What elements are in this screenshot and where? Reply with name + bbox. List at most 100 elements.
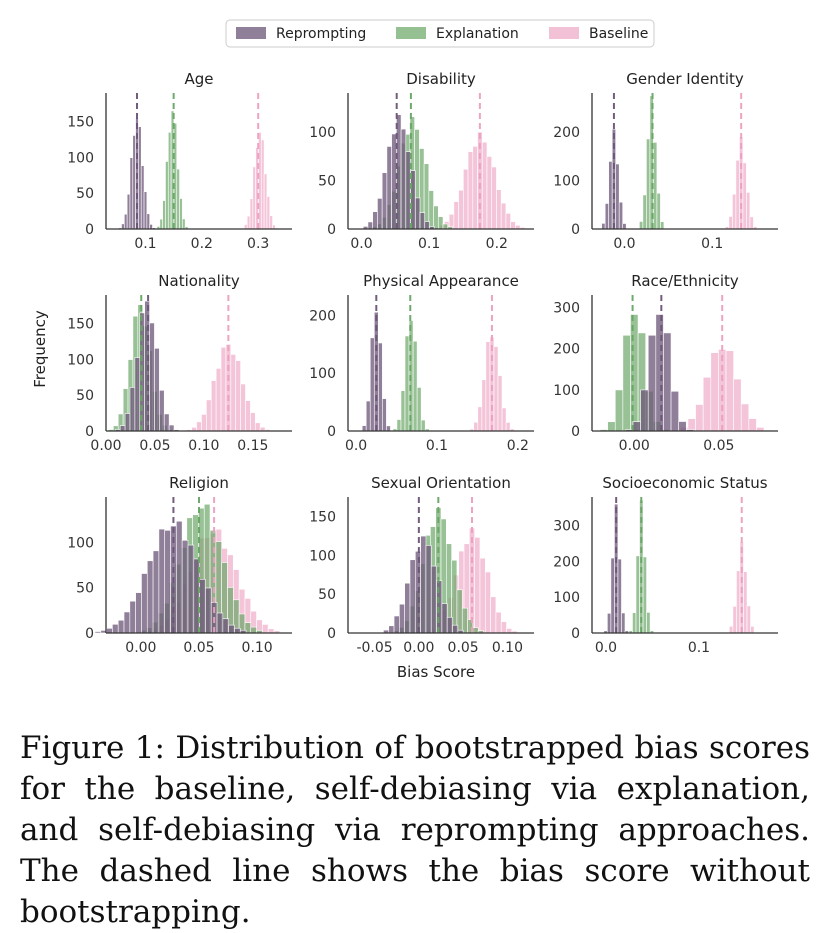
bar-reprompting xyxy=(663,332,672,432)
y-tick-label: 100 xyxy=(553,173,580,189)
bar-reprompting xyxy=(140,165,145,230)
bar-baseline xyxy=(260,139,265,230)
x-tick-label: 0.0 xyxy=(595,640,617,656)
figure: Reprompting Explanation Baseline Age 0 50 1… xyxy=(31,19,778,681)
bar-reprompting xyxy=(146,213,150,230)
bar-baseline xyxy=(252,166,256,230)
bar-reprompting xyxy=(409,559,416,634)
bar-reprompting xyxy=(419,212,426,230)
y-tick-label: 0 xyxy=(571,626,580,642)
x-tick-label: 0.2 xyxy=(191,236,213,252)
bar-reprompting xyxy=(410,170,416,230)
bar-baseline xyxy=(458,189,464,230)
bar-reprompting xyxy=(655,314,664,432)
x-tick-label: 0.1 xyxy=(701,236,723,252)
bar-explanation xyxy=(607,421,616,432)
bar-reprompting xyxy=(382,398,387,432)
x-tick-label: 0.10 xyxy=(242,640,273,656)
bar-baseline xyxy=(210,380,217,432)
bar-explanation xyxy=(437,216,444,230)
bar-reprompting xyxy=(168,424,175,432)
x-tick-label: 0.3 xyxy=(247,236,269,252)
bar-baseline xyxy=(506,628,513,634)
x-tick-label: 0.0 xyxy=(613,236,635,252)
bar-reprompting xyxy=(158,528,165,634)
bar-baseline xyxy=(235,360,241,432)
x-tick-label: 0.05 xyxy=(703,438,734,454)
y-axis-label: Frequency xyxy=(31,310,49,388)
bar-explanation xyxy=(632,612,637,634)
panel-sexual-orientation: Sexual Orientation 0 50 100 150 -0.05 0.00 0.05… xyxy=(309,474,534,656)
panels: Age 0 50 100 150 0.1 0.2 0.3 Disability 0 50 100 0.0… xyxy=(67,70,778,656)
bar-reprompting xyxy=(94,631,102,634)
bar-baseline xyxy=(729,625,734,634)
bar-explanation xyxy=(646,612,651,634)
bar-baseline xyxy=(740,403,750,432)
bar-baseline xyxy=(196,421,202,432)
y-tick-label: 200 xyxy=(553,554,580,570)
bar-reprompting xyxy=(607,612,612,634)
bar-reprompting xyxy=(420,535,427,634)
bar-baseline xyxy=(220,346,227,432)
panel-race-ethnicity: Race/Ethnicity 0 100 200 300 0.00 0.05 xyxy=(553,272,778,454)
bar-explanation xyxy=(165,161,169,230)
bar-explanation xyxy=(646,138,651,230)
bar-reprompting xyxy=(670,390,679,432)
bar-reprompting xyxy=(159,390,165,432)
legend-swatch-baseline xyxy=(549,27,579,39)
bar-explanation xyxy=(461,607,468,634)
bar-reprompting xyxy=(601,223,606,230)
bar-baseline xyxy=(474,537,481,634)
bar-reprompting xyxy=(399,603,405,634)
bar-reprompting xyxy=(176,520,183,634)
bar-reprompting xyxy=(163,413,170,432)
y-tick-label: 300 xyxy=(553,300,580,316)
bar-baseline xyxy=(500,621,507,634)
bar-baseline xyxy=(215,368,222,432)
y-tick-label: 0 xyxy=(327,222,336,238)
y-tick-label: 100 xyxy=(67,535,94,551)
panel-title: Race/Ethnicity xyxy=(631,272,739,290)
bar-explanation xyxy=(433,205,439,230)
bar-baseline xyxy=(501,407,507,432)
bar-reprompting xyxy=(119,425,126,432)
bar-baseline xyxy=(481,379,487,432)
x-tick-label: 0.05 xyxy=(448,640,479,656)
bar-baseline xyxy=(725,350,734,432)
bar-explanation xyxy=(176,168,180,230)
x-tick-label: 0.15 xyxy=(237,438,268,454)
bar-explanation xyxy=(182,218,186,230)
bar-reprompting xyxy=(222,618,229,634)
y-tick-label: 100 xyxy=(309,366,336,382)
y-tick-label: 200 xyxy=(553,125,580,141)
bar-baseline xyxy=(732,193,737,230)
bar-reprompting xyxy=(424,221,430,230)
bar-baseline xyxy=(245,400,251,432)
y-tick-label: 100 xyxy=(309,125,336,141)
bar-reprompting xyxy=(123,611,131,634)
bar-explanation xyxy=(656,192,661,230)
panel-title: Socioeconomic Status xyxy=(602,474,767,492)
bar-baseline xyxy=(463,168,469,230)
y-tick-label: 100 xyxy=(309,548,336,564)
bar-baseline xyxy=(240,383,246,432)
bar-reprompting xyxy=(126,193,131,230)
bar-explanation xyxy=(162,200,166,230)
x-tick-label: 0.00 xyxy=(90,438,121,454)
bar-baseline xyxy=(749,216,754,230)
legend-label-reprompting: Reprompting xyxy=(276,26,366,42)
bar-reprompting xyxy=(112,623,119,634)
bar-reprompting xyxy=(199,578,206,634)
x-tick-label: 0.1 xyxy=(134,236,156,252)
panel-title: Gender Identity xyxy=(626,70,744,88)
bar-reprompting xyxy=(377,198,383,230)
bar-baseline xyxy=(742,162,747,230)
bar-reprompting xyxy=(617,558,622,634)
bar-reprompting xyxy=(124,413,131,432)
bar-explanation xyxy=(622,334,631,432)
bar-reprompting xyxy=(441,603,448,634)
bar-baseline xyxy=(481,141,488,230)
bar-reprompting xyxy=(141,573,148,634)
bar-baseline xyxy=(467,151,474,230)
bar-baseline xyxy=(746,192,751,230)
